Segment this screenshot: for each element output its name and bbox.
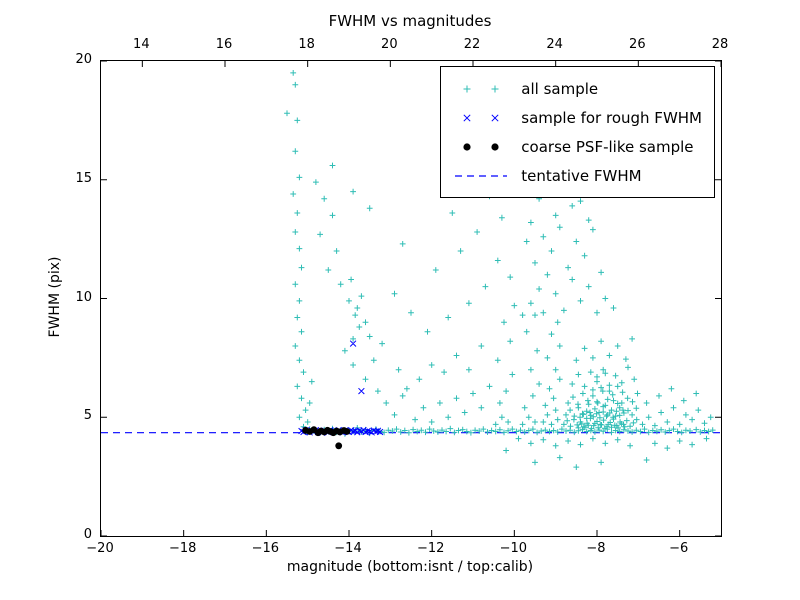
legend-label-coarse-psf: coarse PSF-like sample	[521, 137, 694, 156]
legend-item-coarse-psf: coarse PSF-like sample	[453, 132, 702, 161]
x-tick-label-bottom: −8	[586, 541, 606, 556]
x-marker-icon	[453, 109, 509, 127]
chart-title: FWHM vs magnitudes	[328, 12, 492, 30]
x-tick-label-top: 28	[711, 37, 729, 52]
y-tick-label: 20	[75, 52, 92, 67]
scatter-canvas	[101, 61, 721, 536]
x-tick-label-bottom: −14	[334, 541, 362, 556]
dashed-line-icon	[453, 167, 509, 185]
x-tick-label-bottom: −6	[669, 541, 689, 556]
legend-item-all-sample: all sample	[453, 74, 702, 103]
legend-item-tentative-fwhm: tentative FWHM	[453, 161, 702, 190]
y-tick-label: 0	[83, 527, 92, 542]
y-tick-label: 5	[83, 408, 92, 424]
legend: all sample sample for rough FWHM coarse …	[440, 66, 715, 198]
y-tick-label: 15	[75, 170, 92, 186]
circle-marker-icon	[453, 138, 509, 156]
plus-marker-icon	[453, 80, 509, 98]
x-tick-label-bottom: −20	[86, 541, 114, 556]
legend-item-rough-fwhm: sample for rough FWHM	[453, 103, 702, 132]
plot-area: all sample sample for rough FWHM coarse …	[100, 60, 722, 537]
x-tick-label-top: 22	[463, 37, 481, 52]
x-tick-label-top: 26	[629, 37, 646, 52]
x-tick-label-top: 16	[215, 37, 233, 52]
x-tick-label-bottom: −18	[168, 541, 197, 556]
x-tick-label-top: 18	[298, 37, 315, 52]
legend-label-all-sample: all sample	[521, 79, 599, 98]
x-tick-label-bottom: −12	[416, 541, 445, 556]
x-tick-label-top: 20	[381, 37, 398, 52]
x-tick-label-top: 24	[546, 37, 563, 52]
x-axis-label: magnitude (bottom:isnt / top:calib)	[286, 559, 534, 575]
x-tick-label-bottom: −10	[499, 541, 528, 556]
x-tick-label-bottom: −16	[251, 541, 280, 556]
x-tick-label-top: 14	[133, 37, 150, 52]
legend-label-tentative-fwhm: tentative FWHM	[521, 166, 642, 185]
y-tick-label: 10	[75, 289, 92, 305]
legend-label-rough-fwhm: sample for rough FWHM	[521, 108, 702, 127]
